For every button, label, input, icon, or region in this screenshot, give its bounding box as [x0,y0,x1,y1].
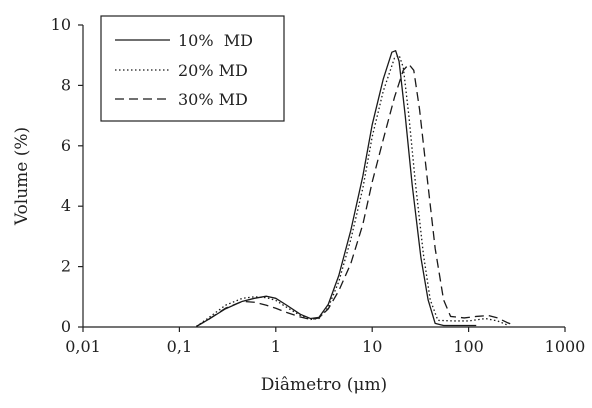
x-tick-label: 1 [271,337,281,356]
x-tick-label: 1000 [545,337,586,356]
series-line-2 [196,54,509,327]
y-tick-label: 8 [61,75,71,94]
y-tick-label: 0 [61,317,71,336]
legend-box [100,15,285,122]
legend: 10% MD 20% MD 30% MD [100,15,285,122]
x-tick-label: 0,1 [167,337,192,356]
x-axis-title: Diâmetro (μm) [261,375,387,395]
y-tick-label: 4 [61,196,71,215]
series-layer [196,50,515,327]
legend-label-1: 10% MD [178,31,253,50]
legend-label-2: 20% MD [178,61,248,80]
y-tick-label: 6 [61,136,71,155]
axes: 0 2 4 6 8 10 0,01 0,1 1 10 100 1000 [51,15,586,356]
x-tick-label: 10 [362,337,382,356]
y-tick-label: 10 [51,15,71,34]
x-tick-label: 100 [453,337,484,356]
y-axis-title: Volume (%) [12,127,32,226]
series-line-3 [196,63,515,327]
legend-label-3: 30% MD [178,90,248,109]
y-tick-label: 2 [61,257,71,276]
x-tick-label: 0,01 [65,337,101,356]
